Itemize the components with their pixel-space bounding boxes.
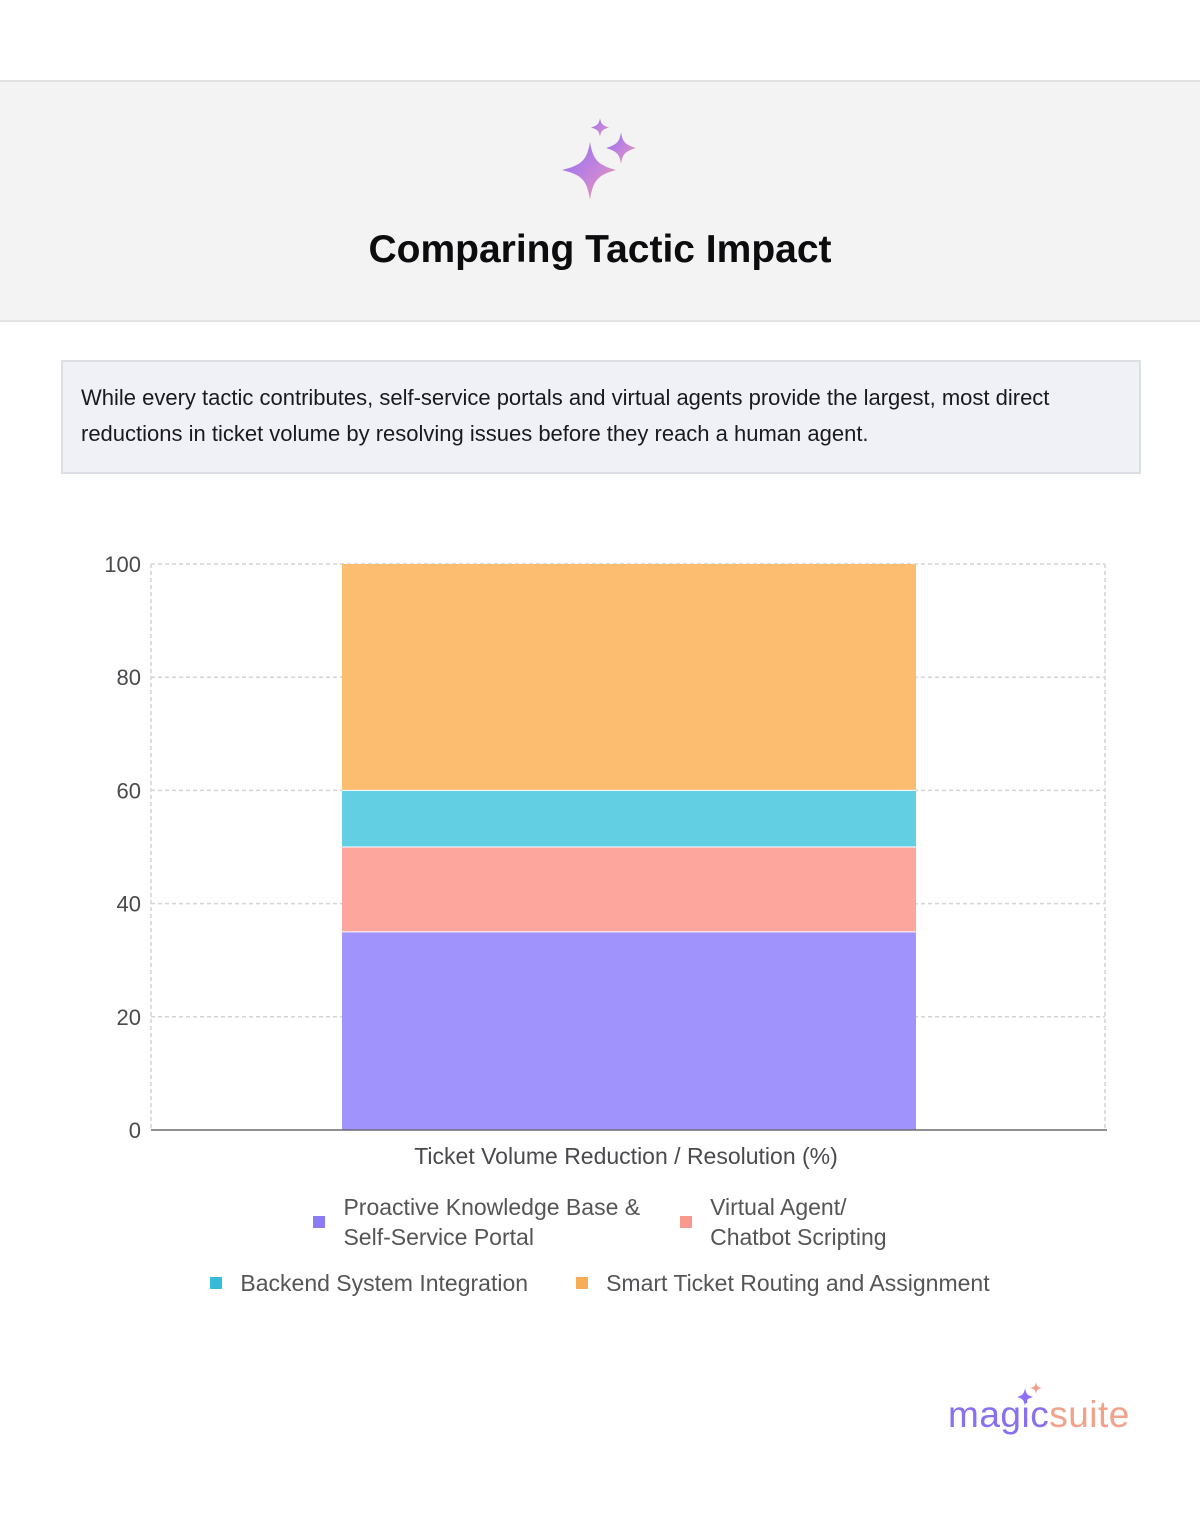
legend-swatch [210,1277,223,1289]
bar-segment-0 [342,931,916,1130]
y-tick-label: 100 [104,552,141,577]
legend-label: Smart Ticket Routing and Assignment [606,1270,990,1296]
legend-swatch [680,1216,693,1228]
brand-logo: magicsuite [948,1394,1130,1436]
y-tick-label: 40 [117,892,141,917]
bar-segment-2 [342,790,916,847]
legend-swatch [313,1216,326,1228]
summary-callout: While every tactic contributes, self-ser… [61,360,1141,474]
legend-row: Proactive Knowledge Base & Self-Service … [0,1192,1200,1252]
chart-legend: Proactive Knowledge Base & Self-Service … [0,1192,1200,1298]
x-category-label: Ticket Volume Reduction / Resolution (%) [414,1143,838,1169]
legend-label: Virtual Agent/ Chatbot Scripting [710,1194,887,1250]
legend-swatch [576,1277,589,1289]
page-title: Comparing Tactic Impact [368,228,832,271]
legend-item-virtual-agent: Virtual Agent/ Chatbot Scripting [680,1192,887,1252]
bar-segment-1 [342,847,916,932]
y-tick-label: 80 [117,665,141,690]
legend-label: Backend System Integration [240,1270,529,1296]
stacked-bar-chart: 0 20 40 60 80 100 Ticket Volume Reduction / Re… [104,552,1107,1169]
bar-segment-3 [342,564,916,791]
sparkle-icon [562,118,636,200]
y-tick-label: 20 [117,1005,141,1030]
y-tick-label: 0 [129,1118,141,1143]
logo-sparkle-icon [1017,1382,1042,1406]
y-tick-label: 60 [117,778,141,803]
legend-row: Backend System Integration Smart Ticket … [0,1268,1200,1298]
legend-item-backend-integration: Backend System Integration [210,1268,528,1298]
legend-item-knowledge-base: Proactive Knowledge Base & Self-Service … [313,1192,640,1252]
logo-text-magic: magic [948,1394,1050,1435]
legend-item-smart-routing: Smart Ticket Routing and Assignment [576,1268,990,1298]
legend-label: Proactive Knowledge Base & Self-Service … [343,1194,641,1250]
logo-text-suite: suite [1049,1394,1130,1435]
